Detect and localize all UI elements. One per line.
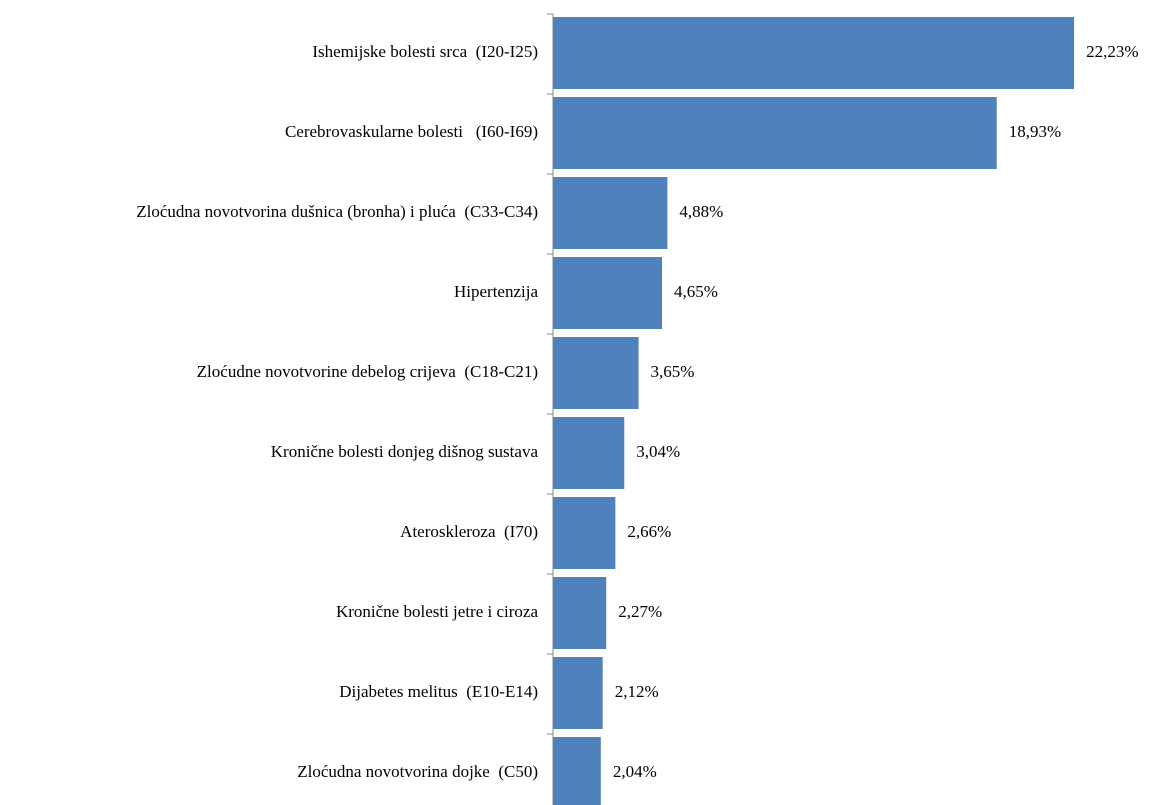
value-label: 18,93%: [1009, 122, 1061, 141]
category-label: Zloćudna novotvorina dojke (C50): [297, 762, 538, 781]
category-label: Zloćudne novotvorine debelog crijeva (C1…: [197, 362, 538, 381]
bar: [553, 497, 616, 569]
bar: [553, 177, 668, 249]
bar: [553, 257, 662, 329]
bar: [553, 97, 997, 169]
bar: [553, 657, 603, 729]
category-label: Kronične bolesti jetre i ciroza: [336, 602, 538, 621]
category-label: Hipertenzija: [454, 282, 538, 301]
value-label: 2,04%: [613, 762, 657, 781]
value-label: 3,04%: [636, 442, 680, 461]
value-label: 2,12%: [615, 682, 659, 701]
category-label: Dijabetes melitus (E10-E14): [339, 682, 538, 701]
value-label: 22,23%: [1086, 42, 1138, 61]
value-label: 2,66%: [627, 522, 671, 541]
value-label: 4,65%: [674, 282, 718, 301]
category-label: Kronične bolesti donjeg dišnog sustava: [271, 442, 539, 461]
value-label: 4,88%: [679, 202, 723, 221]
category-label: Zloćudna novotvorina dušnica (bronha) i …: [136, 202, 538, 221]
category-label: Cerebrovaskularne bolesti (I60-I69): [285, 122, 538, 141]
category-label: Ateroskleroza (I70): [400, 522, 538, 541]
bar: [553, 17, 1075, 89]
value-label: 3,65%: [651, 362, 695, 381]
bar: [553, 737, 601, 805]
bar: [553, 577, 607, 649]
category-label: Ishemijske bolesti srca (I20-I25): [312, 42, 538, 61]
bar: [553, 337, 639, 409]
bar: [553, 417, 625, 489]
value-label: 2,27%: [618, 602, 662, 621]
